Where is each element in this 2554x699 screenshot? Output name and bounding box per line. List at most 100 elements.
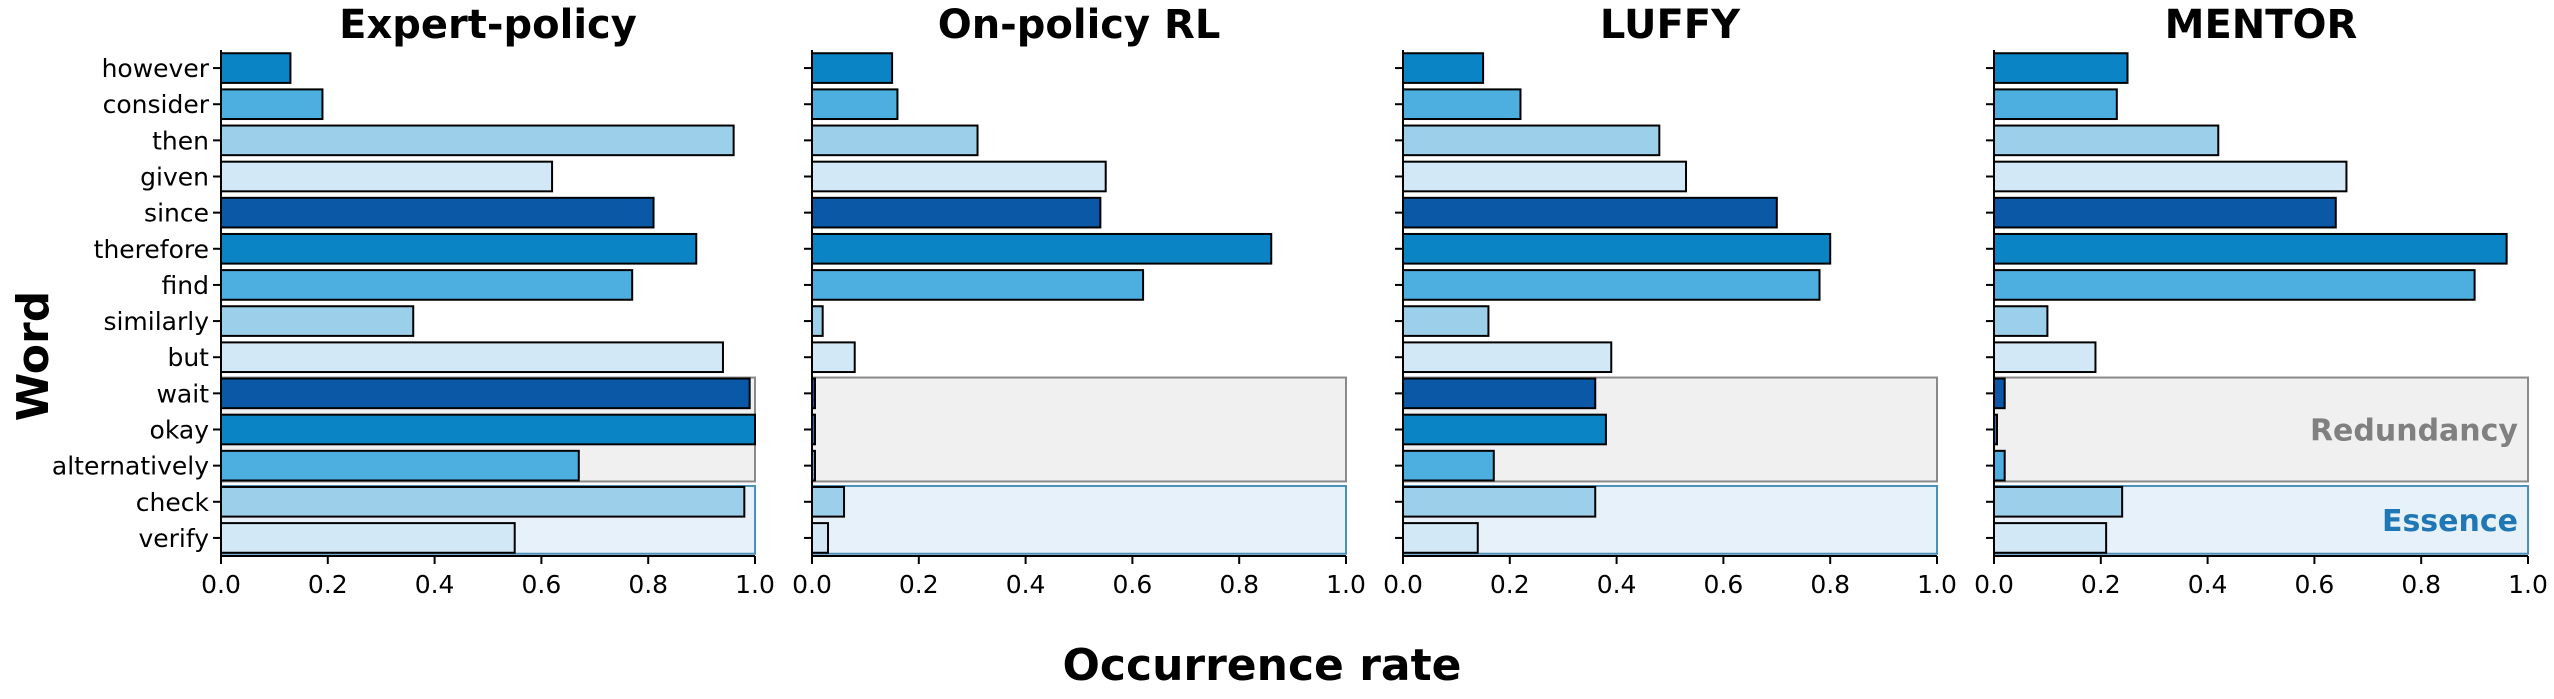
- bar-check: [1402, 485, 1597, 518]
- x-tick-label: 0.0: [792, 570, 832, 599]
- bar-then: [1993, 124, 2220, 157]
- word-label-verify: verify: [138, 524, 209, 553]
- bar-since: [1993, 196, 2337, 229]
- bar-verify: [811, 522, 830, 554]
- word-label-find: find: [162, 271, 209, 300]
- bar-consider: [1402, 88, 1522, 121]
- bar-wait: [220, 377, 751, 410]
- x-tick-label: 0.4: [415, 570, 455, 599]
- bar-consider: [220, 88, 324, 121]
- bar-check: [1993, 485, 2124, 518]
- x-tick-label: 0.8: [2401, 570, 2441, 599]
- bar-however: [1993, 52, 2129, 84]
- bar-given: [811, 160, 1107, 193]
- region-box-essence: [811, 484, 1347, 555]
- panel-0: Expert-policy however consider then given sin…: [52, 2, 775, 599]
- bar-therefore: [1993, 232, 2508, 265]
- bar-okay: [220, 413, 756, 446]
- bar-since: [1402, 196, 1778, 229]
- word-label-similarly: similarly: [103, 307, 209, 336]
- bar-since: [811, 196, 1102, 229]
- bar-check: [220, 485, 746, 518]
- x-tick-label: 1.0: [1917, 570, 1957, 599]
- bar-similarly: [220, 305, 415, 337]
- x-tick-label: 0.6: [1113, 570, 1153, 599]
- bar-given: [1402, 160, 1688, 193]
- x-tick-label: 0.4: [1597, 570, 1637, 599]
- bar-therefore: [811, 232, 1273, 265]
- bar-similarly: [1993, 305, 2049, 337]
- bar-okay: [1402, 413, 1607, 446]
- bar-find: [1402, 269, 1821, 301]
- x-tick-label: 0.0: [1383, 570, 1423, 599]
- bar-alternatively: [1402, 449, 1495, 482]
- bar-similarly: [811, 305, 824, 337]
- word-label-check: check: [136, 488, 210, 517]
- x-tick-label: 0.6: [2295, 570, 2335, 599]
- bar-alternatively: [1993, 449, 2006, 482]
- bar-therefore: [1402, 232, 1832, 265]
- bar-then: [811, 124, 979, 157]
- bar-wait: [1402, 377, 1597, 410]
- y-axis-title: Word: [8, 291, 59, 421]
- word-label-since: since: [144, 199, 209, 228]
- region-label-essence: Essence: [2382, 504, 2518, 539]
- panel-title: MENTOR: [2165, 2, 2358, 48]
- word-label-however: however: [102, 54, 210, 83]
- x-tick-label: 0.2: [899, 570, 939, 599]
- panel-3: MENTOR 0.0 0.2 0.4 0.6 0.8 1.0 Redundancy Essenc…: [1974, 2, 2548, 599]
- bar-verify: [220, 522, 516, 554]
- x-tick-label: 0.4: [2188, 570, 2228, 599]
- x-tick-label: 0.2: [2081, 570, 2121, 599]
- word-label-but: but: [167, 343, 209, 372]
- bar-however: [811, 52, 894, 84]
- x-tick-label: 0.8: [1810, 570, 1850, 599]
- x-tick-label: 1.0: [1326, 570, 1366, 599]
- bar-however: [220, 52, 292, 84]
- panel-title: On-policy RL: [938, 2, 1221, 48]
- bar-consider: [811, 88, 899, 121]
- bar-verify: [1402, 522, 1479, 554]
- x-axis-title: Occurrence rate: [1063, 640, 1462, 691]
- bar-then: [220, 124, 735, 157]
- bar-but: [220, 341, 724, 374]
- bar-however: [1402, 52, 1485, 84]
- word-label-therefore: therefore: [94, 235, 209, 264]
- x-tick-label: 0.2: [1490, 570, 1530, 599]
- x-tick-label: 0.8: [1219, 570, 1259, 599]
- panel-title: LUFFY: [1600, 2, 1741, 48]
- bar-alternatively: [220, 449, 580, 482]
- x-tick-label: 1.0: [2508, 570, 2548, 599]
- bar-but: [811, 341, 856, 374]
- region-box-redundancy: [811, 376, 1347, 483]
- bar-given: [220, 160, 554, 193]
- word-label-then: then: [152, 126, 209, 155]
- bar-find: [220, 269, 634, 301]
- bar-since: [220, 196, 655, 229]
- word-label-wait: wait: [156, 379, 209, 408]
- x-tick-label: 0.2: [308, 570, 348, 599]
- x-tick-label: 1.0: [735, 570, 775, 599]
- bar-check: [811, 485, 846, 518]
- x-tick-label: 0.6: [1704, 570, 1744, 599]
- region-label-redundancy: Redundancy: [2310, 414, 2518, 449]
- bar-similarly: [1402, 305, 1490, 337]
- panel-1: On-policy RL 0.0 0.2 0.4 0.6 0.8 1.0: [792, 2, 1366, 599]
- bar-therefore: [220, 232, 698, 265]
- x-tick-label: 0.8: [628, 570, 668, 599]
- x-tick-label: 0.0: [201, 570, 241, 599]
- bar-verify: [1993, 522, 2108, 554]
- bar-wait: [1993, 377, 2006, 410]
- x-tick-label: 0.6: [522, 570, 562, 599]
- bar-find: [1993, 269, 2476, 301]
- region-box-redundancy: [1993, 376, 2529, 483]
- panel-2: LUFFY 0.0 0.2 0.4 0.6 0.8 1.0: [1383, 2, 1957, 599]
- word-label-alternatively: alternatively: [52, 452, 209, 481]
- bar-but: [1993, 341, 2097, 374]
- word-label-okay: okay: [150, 416, 210, 445]
- word-label-consider: consider: [103, 90, 210, 119]
- bar-find: [811, 269, 1145, 301]
- bar-consider: [1993, 88, 2118, 121]
- x-tick-label: 0.0: [1974, 570, 2014, 599]
